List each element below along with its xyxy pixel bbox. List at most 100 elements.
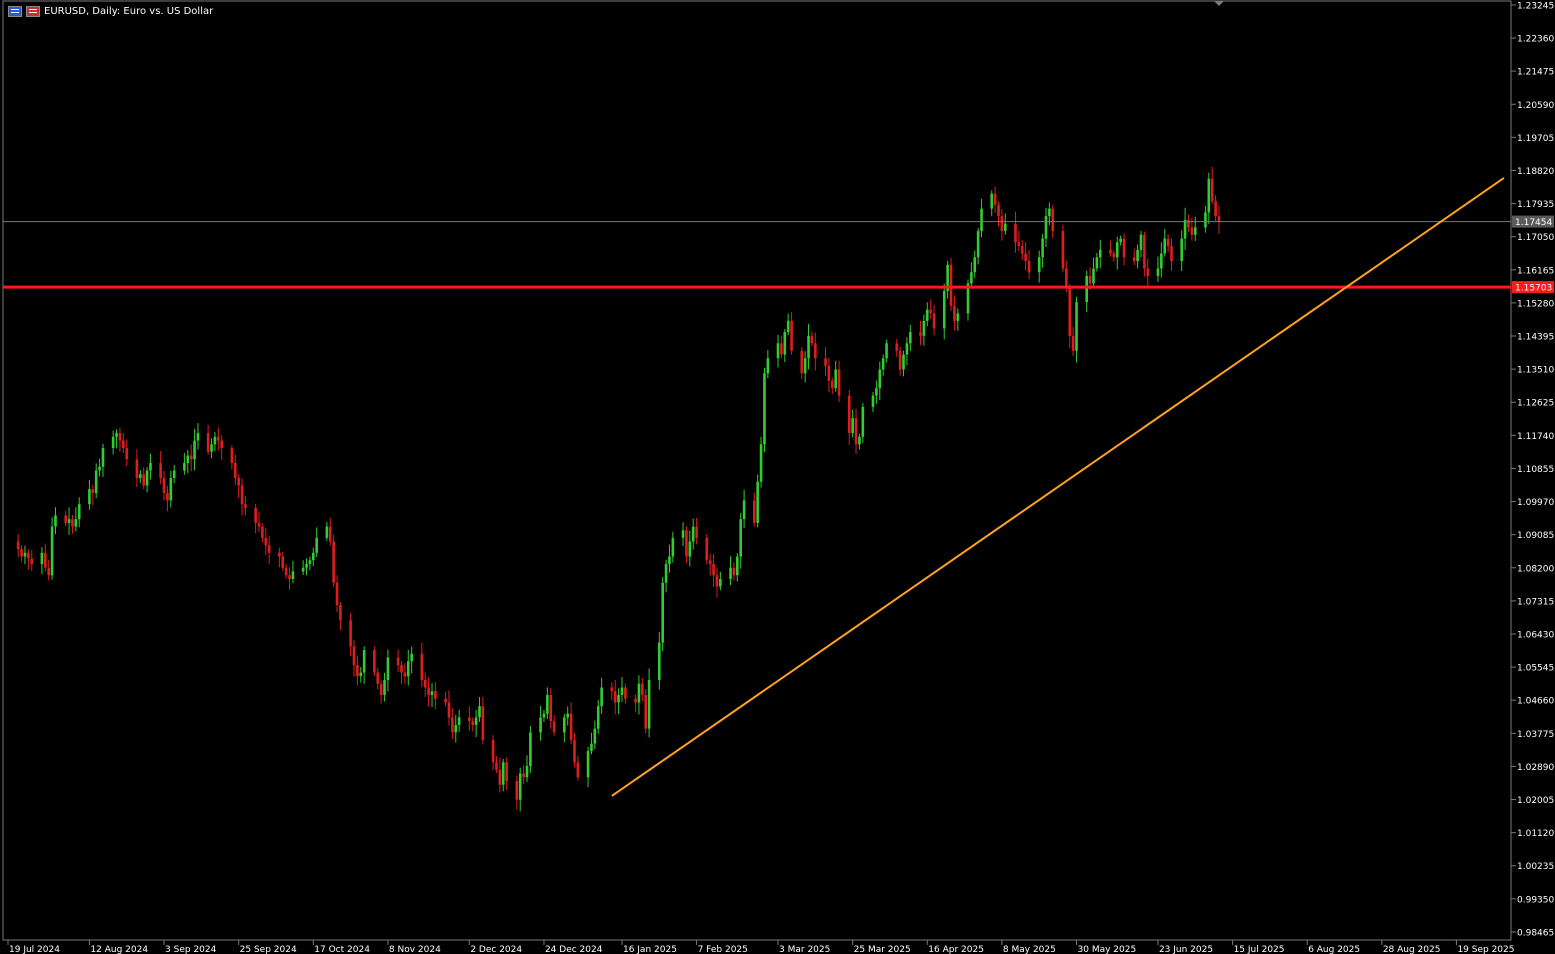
- x-tick-label: 16 Jan 2025: [623, 945, 677, 954]
- candle-body: [878, 369, 882, 389]
- candle-body: [1217, 216, 1221, 222]
- candle: [563, 713, 566, 743]
- candle-body: [396, 657, 400, 666]
- candle-body: [919, 332, 922, 336]
- candle: [94, 463, 98, 499]
- candle: [881, 354, 885, 376]
- candle-body: [902, 354, 905, 370]
- candle-body: [1003, 223, 1007, 232]
- chart-window-icon[interactable]: [8, 5, 22, 17]
- candle: [898, 346, 902, 376]
- candle-body: [905, 343, 909, 355]
- candle: [142, 467, 145, 490]
- candle-body: [1190, 227, 1194, 235]
- candle-body: [1095, 257, 1099, 269]
- candle: [159, 451, 162, 485]
- candle-body: [993, 193, 997, 205]
- candle-body: [847, 395, 851, 434]
- candle-body: [1193, 227, 1197, 235]
- candle-body: [220, 440, 224, 449]
- candle-body: [637, 683, 641, 703]
- candle: [257, 511, 261, 533]
- candle-body: [980, 208, 983, 232]
- candle-body: [210, 444, 213, 452]
- candle-body: [895, 343, 899, 351]
- candle-body: [956, 313, 960, 321]
- candle-body: [668, 556, 671, 565]
- candle: [498, 757, 502, 793]
- x-tick-label: 19 Jul 2024: [9, 945, 60, 954]
- candle-body: [966, 283, 970, 314]
- candle-body: [763, 373, 766, 445]
- candle-body: [596, 706, 600, 729]
- candle-body: [681, 530, 685, 538]
- candle-body: [522, 773, 525, 778]
- candle: [281, 551, 285, 572]
- candle-body: [824, 358, 827, 366]
- candle-body: [20, 549, 23, 557]
- candle-body: [240, 485, 244, 505]
- trendline: [611, 177, 1505, 797]
- candle: [447, 690, 451, 726]
- candle-body: [695, 526, 698, 538]
- candle-body: [311, 552, 315, 561]
- candle-body: [1119, 238, 1122, 243]
- candle-body: [495, 762, 498, 770]
- candle-body: [47, 567, 51, 576]
- y-tick-label: 1.08200: [1517, 564, 1554, 574]
- candle-body: [230, 448, 234, 464]
- candle-body: [909, 332, 912, 344]
- candle: [196, 423, 200, 450]
- candle-body: [478, 706, 481, 718]
- candle-body: [481, 706, 485, 740]
- bid-price-tag: [1512, 215, 1554, 228]
- candle: [362, 646, 366, 684]
- chart-properties-icon[interactable]: [26, 5, 40, 17]
- candle-body: [569, 713, 573, 740]
- candle: [515, 775, 519, 810]
- candle-body: [739, 519, 743, 557]
- candle-body: [827, 365, 831, 381]
- candle-body: [1210, 178, 1214, 202]
- candle: [546, 687, 549, 720]
- candle: [573, 733, 576, 768]
- candle-body: [186, 455, 190, 464]
- candle-body: [542, 713, 546, 718]
- candle-body: [91, 489, 95, 493]
- candle-body: [1065, 268, 1068, 288]
- candle: [193, 428, 196, 471]
- candle: [291, 560, 295, 584]
- candle: [549, 688, 553, 729]
- candle-body: [620, 687, 624, 695]
- y-tick-label: 1.03775: [1517, 730, 1554, 740]
- x-tick-label: 8 Nov 2024: [389, 945, 441, 954]
- candle: [518, 767, 522, 812]
- candle-body: [149, 463, 152, 471]
- y-tick-label: 1.06430: [1517, 630, 1554, 640]
- candle: [111, 430, 115, 455]
- candle: [681, 522, 685, 547]
- candle-body: [1143, 234, 1146, 269]
- y-tick-label: 1.17935: [1517, 200, 1554, 210]
- candle: [1075, 296, 1078, 363]
- candle: [909, 324, 912, 352]
- candle: [803, 351, 807, 383]
- candle: [244, 495, 247, 516]
- y-tick-label: 1.22360: [1517, 35, 1554, 45]
- candle-body: [305, 564, 308, 568]
- candle: [552, 715, 556, 736]
- candle: [16, 534, 20, 558]
- candle: [780, 335, 783, 359]
- candle-body: [1156, 268, 1160, 276]
- candle: [851, 409, 854, 438]
- candle: [454, 714, 458, 743]
- candle-body: [145, 470, 149, 486]
- candle: [264, 528, 268, 555]
- candle-body: [593, 728, 597, 744]
- candle: [451, 708, 454, 740]
- candle: [752, 492, 756, 527]
- candle: [47, 560, 51, 581]
- candle-body: [634, 698, 637, 703]
- candle: [664, 559, 668, 593]
